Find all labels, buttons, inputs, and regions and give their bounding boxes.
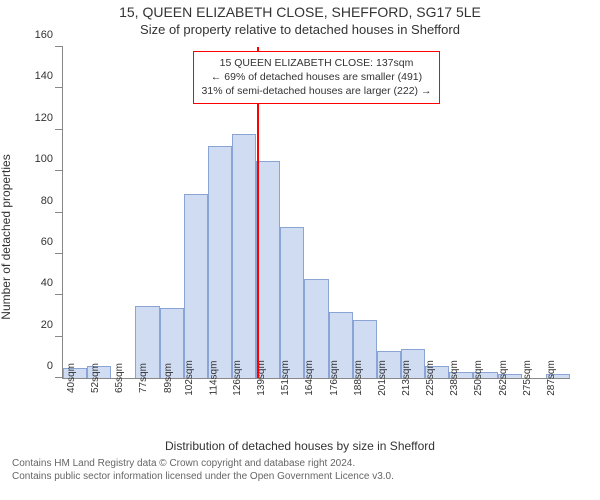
x-tick-label: 201sqm (371, 360, 388, 396)
y-tick (55, 377, 63, 378)
y-tick-label: 20 (41, 319, 63, 331)
bar-slot: 287sqm (546, 47, 570, 378)
x-tick-label: 275sqm (516, 360, 533, 396)
bar-slot: 52sqm (87, 47, 111, 378)
y-tick (55, 129, 63, 130)
y-tick-label: 140 (35, 70, 63, 82)
callout-line2: ← 69% of detached houses are smaller (49… (202, 70, 432, 84)
y-tick-label: 60 (41, 236, 63, 248)
x-tick-label: 77sqm (132, 363, 149, 393)
x-tick-label: 102sqm (178, 360, 195, 396)
callout-box: 15 QUEEN ELIZABETH CLOSE: 137sqm ← 69% o… (193, 51, 441, 104)
y-tick (55, 87, 63, 88)
y-tick-label: 160 (35, 29, 63, 41)
plot-region: 40sqm52sqm65sqm77sqm89sqm102sqm114sqm126… (62, 47, 570, 379)
x-tick-label: 126sqm (226, 360, 243, 396)
x-tick-label: 250sqm (468, 360, 485, 396)
x-tick-label: 287sqm (540, 360, 557, 396)
x-tick-label: 188sqm (347, 360, 364, 396)
x-tick-label: 89sqm (157, 363, 174, 393)
chart-title: 15, QUEEN ELIZABETH CLOSE, SHEFFORD, SG1… (0, 4, 600, 20)
chart-area: Number of detached properties 40sqm52sqm… (0, 37, 600, 437)
footer-line1: Contains HM Land Registry data © Crown c… (12, 457, 588, 470)
y-tick (55, 336, 63, 337)
x-tick-label: 65sqm (108, 363, 125, 393)
bar-slot: 65sqm (111, 47, 135, 378)
x-tick-label: 176sqm (323, 360, 340, 396)
y-tick-label: 40 (41, 277, 63, 289)
histogram-bar (208, 146, 232, 378)
histogram-bar (184, 194, 208, 378)
histogram-bar (232, 134, 256, 378)
x-tick-label: 238sqm (444, 360, 461, 396)
y-tick-label: 120 (35, 112, 63, 124)
x-tick-label: 225sqm (419, 360, 436, 396)
x-tick-label: 262sqm (492, 360, 509, 396)
bar-slot: 262sqm (498, 47, 522, 378)
bar-slot: 40sqm (63, 47, 87, 378)
histogram-bar (256, 161, 280, 378)
y-axis-label: Number of detached properties (0, 154, 13, 319)
x-tick-label: 213sqm (395, 360, 412, 396)
bar-slot: 89sqm (160, 47, 184, 378)
x-tick-label: 164sqm (299, 360, 316, 396)
y-tick-label: 0 (47, 360, 63, 372)
y-tick-label: 80 (41, 195, 63, 207)
chart-subtitle: Size of property relative to detached ho… (0, 22, 600, 37)
bar-slot: 238sqm (449, 47, 473, 378)
callout-line1: 15 QUEEN ELIZABETH CLOSE: 137sqm (202, 56, 432, 70)
callout-line3: 31% of semi-detached houses are larger (… (202, 84, 432, 98)
x-tick-label: 52sqm (84, 363, 101, 393)
bar-slot: 275sqm (522, 47, 546, 378)
y-tick (55, 294, 63, 295)
y-tick (55, 212, 63, 213)
x-tick-label: 151sqm (275, 360, 292, 396)
x-axis-label: Distribution of detached houses by size … (0, 439, 600, 453)
footer-line2: Contains public sector information licen… (12, 470, 588, 483)
y-tick (55, 253, 63, 254)
bar-slot: 250sqm (473, 47, 497, 378)
bar-slot: 77sqm (135, 47, 159, 378)
x-tick-label: 114sqm (202, 361, 219, 396)
y-tick (55, 46, 63, 47)
y-tick-label: 100 (35, 153, 63, 165)
footer: Contains HM Land Registry data © Crown c… (0, 453, 600, 483)
y-tick (55, 170, 63, 171)
histogram-bar (280, 227, 304, 378)
